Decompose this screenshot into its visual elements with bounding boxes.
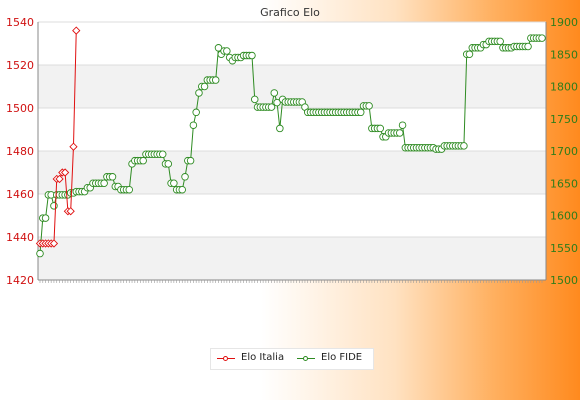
fide-point <box>496 37 504 46</box>
left-tick-label: 1540 <box>6 16 34 29</box>
fide-point <box>41 214 50 222</box>
fide-point <box>158 150 167 158</box>
right-tick-label: 1600 <box>550 210 578 223</box>
fide-point <box>465 50 474 59</box>
fide-point <box>164 160 173 168</box>
italia-point <box>49 239 59 248</box>
fide-point <box>50 202 58 210</box>
fide-point <box>189 121 198 129</box>
italia-point <box>66 207 75 216</box>
fide-point <box>365 102 373 110</box>
right-tick-label: 1800 <box>550 81 578 94</box>
fide-point <box>139 156 147 165</box>
italia-point <box>55 174 64 184</box>
legend-marker-italia <box>223 356 228 361</box>
fide-point <box>248 51 256 60</box>
right-tick-label: 1650 <box>550 177 578 190</box>
fide-point <box>398 121 407 129</box>
left-tick-label: 1460 <box>6 188 34 201</box>
right-tick-label: 1500 <box>550 274 578 287</box>
fide-point <box>276 124 284 133</box>
fide-point <box>170 179 178 187</box>
fide-point <box>273 98 281 107</box>
fide-point <box>538 34 546 42</box>
left-tick-label: 1440 <box>6 231 34 244</box>
fide-point <box>108 173 117 181</box>
fide-point <box>181 173 189 181</box>
legend-marker-fide <box>303 356 308 361</box>
fide-point <box>270 89 279 97</box>
fide-point <box>211 76 220 84</box>
fide-point <box>100 179 108 187</box>
italia-point <box>69 142 78 151</box>
left-tick-label: 1420 <box>6 274 34 287</box>
fide-point <box>356 108 365 117</box>
grid-band <box>38 237 546 280</box>
right-tick-label: 1900 <box>550 16 578 29</box>
fide-point <box>250 95 259 104</box>
fide-point <box>195 89 203 97</box>
right-tick-label: 1550 <box>550 242 578 255</box>
fide-point <box>178 185 186 194</box>
fide-point <box>36 249 44 258</box>
chart-legend: Elo Italia Elo FIDE <box>210 348 374 370</box>
fide-point <box>200 82 209 91</box>
fide-point <box>214 44 223 52</box>
fide-point <box>460 142 468 150</box>
right-tick-label: 1750 <box>550 113 578 126</box>
fide-point <box>396 129 404 137</box>
italia-point <box>72 26 81 35</box>
fide-point <box>125 185 133 194</box>
fide-point <box>267 103 276 111</box>
left-tick-label: 1500 <box>6 102 34 115</box>
chart-title: Grafico Elo <box>260 6 320 19</box>
fide-point <box>192 108 200 117</box>
fide-point <box>223 47 231 55</box>
italia-point <box>60 168 70 177</box>
left-tick-label: 1520 <box>6 59 34 72</box>
right-tick-label: 1850 <box>550 48 578 61</box>
legend-label-fide: Elo FIDE <box>321 352 363 363</box>
fide-point <box>524 42 532 51</box>
right-tick-label: 1700 <box>550 145 578 158</box>
fide-point <box>376 124 384 133</box>
legend-label-italia: Elo Italia <box>241 352 285 363</box>
left-tick-label: 1480 <box>6 145 34 158</box>
fide-point <box>186 156 195 165</box>
